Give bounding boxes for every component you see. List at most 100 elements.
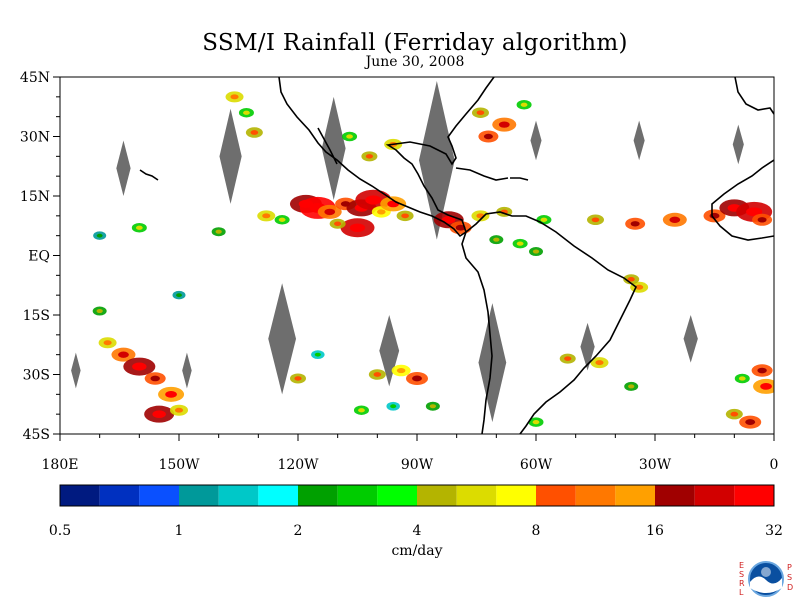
svg-text:L: L [739, 588, 744, 597]
colorbar-tick-label: 1 [175, 523, 184, 539]
coastline-north-america-west [278, 77, 467, 238]
x-tick-label: 90W [401, 457, 434, 473]
y-tick-label: 45S [23, 427, 50, 443]
x-axis: 180E 150W 120W 90W 60W 30W 0 [42, 434, 779, 473]
rain-cell-core [294, 376, 302, 381]
colorbar-swatch [258, 485, 298, 506]
rain-cell-core [516, 241, 524, 246]
no-data-swath [580, 322, 595, 371]
rain-cell-core [373, 372, 382, 377]
rain-cell-core [377, 209, 386, 215]
rain-cell-core [429, 404, 437, 409]
colorbar-swatch [456, 485, 497, 506]
no-data-swath-layer [71, 80, 744, 423]
coastline-cuba [455, 167, 509, 181]
y-tick-label: 30S [23, 368, 50, 384]
no-data-swath [530, 120, 542, 161]
rain-cell-core [746, 207, 763, 217]
rain-cell-core [365, 195, 382, 205]
colorbar-unit-label: cm/day [391, 543, 442, 559]
rain-cell-core [135, 225, 143, 230]
rain-cell-core [757, 217, 767, 223]
rain-cell-core [441, 215, 456, 224]
rain-cell-core [595, 360, 604, 366]
no-data-swath [321, 96, 346, 200]
svg-text:D: D [787, 583, 793, 592]
rain-cell-core [401, 213, 409, 219]
rain-cell-core [483, 133, 493, 140]
coastline-gulf-of-mexico [385, 77, 495, 233]
rain-cell-core [520, 102, 528, 107]
rain-cell-core [176, 293, 182, 298]
coastline-africa [711, 159, 774, 241]
rain-cell-core [630, 221, 640, 227]
chart-subtitle: June 30, 2008 [365, 54, 465, 70]
rain-cell-core [730, 411, 739, 417]
rain-cell-core [532, 249, 540, 254]
colorbar-swatch [99, 485, 140, 506]
rain-cell-core [540, 217, 548, 222]
colorbar-swatch [377, 485, 417, 506]
rain-cell-core [243, 110, 250, 115]
colorbar-swatch [575, 485, 616, 506]
rain-cell-core [349, 223, 366, 233]
rain-cell-core [669, 216, 681, 223]
y-tick-label: EQ [28, 249, 50, 265]
no-data-swath [182, 352, 192, 389]
colorbar-swatch [417, 485, 457, 506]
colorbar-swatch [218, 485, 259, 506]
colorbar-tick-label: 32 [765, 523, 783, 539]
rain-cell-core [396, 367, 406, 374]
rain-cell-core [358, 408, 365, 413]
rain-cell-core [627, 277, 635, 282]
colorbar-tick-label: 0.5 [49, 523, 71, 539]
colorbar-swatch [615, 485, 655, 506]
rain-cell-core [365, 154, 373, 159]
colorbar-swatch [337, 485, 378, 506]
rain-cell-core [96, 309, 103, 314]
rain-cell-core [387, 200, 400, 208]
no-data-swath [71, 352, 81, 389]
colorbar-tick-label: 2 [294, 523, 303, 539]
rain-cell-core [412, 375, 422, 382]
colorbar-swatch [496, 485, 536, 506]
coastline-baja-california [317, 127, 338, 165]
x-tick-label: 30W [639, 457, 672, 473]
rain-cell-core [174, 407, 184, 413]
coastline-layer [139, 77, 774, 434]
svg-text:S: S [739, 570, 744, 579]
rain-cell-core [738, 376, 746, 381]
rain-cell-core [165, 390, 177, 398]
y-tick-label: 15N [20, 189, 50, 205]
x-tick-label: 0 [770, 457, 779, 473]
rain-cell-core [262, 213, 271, 219]
y-tick-label: 15S [23, 308, 50, 324]
y-axis: 45N 30N 15N EQ 15S 30S 45S [20, 70, 60, 443]
x-tick-label: 60W [520, 457, 553, 473]
rain-cell-core [532, 419, 540, 425]
colorbar-swatch [734, 485, 774, 506]
coastline-hispaniola [510, 177, 529, 181]
svg-text:E: E [739, 561, 744, 570]
no-data-swath [732, 124, 744, 165]
x-tick-label: 180E [42, 457, 79, 473]
rain-cell-core [346, 134, 353, 139]
colorbar-swatch [655, 485, 695, 506]
rain-cell-core [118, 351, 129, 358]
noaa-esrl-psd-logo: E S R L P S D [739, 561, 793, 597]
rain-cell-core [628, 384, 635, 389]
colorbar-tick-label: 8 [532, 523, 541, 539]
rain-cell-core [493, 237, 500, 242]
chart-title: SSM/I Rainfall (Ferriday algorithm) [202, 30, 628, 56]
y-tick-label: 30N [20, 130, 50, 146]
rain-cell-core [152, 410, 166, 418]
colorbar-swatch [694, 485, 735, 506]
rain-cell-core [745, 419, 756, 426]
no-data-swath [268, 283, 297, 395]
rain-cell-core [230, 94, 239, 100]
no-data-swath [116, 140, 131, 196]
no-data-swath [633, 120, 645, 161]
rain-cell-core [476, 110, 485, 116]
rain-cell-core [103, 340, 112, 346]
